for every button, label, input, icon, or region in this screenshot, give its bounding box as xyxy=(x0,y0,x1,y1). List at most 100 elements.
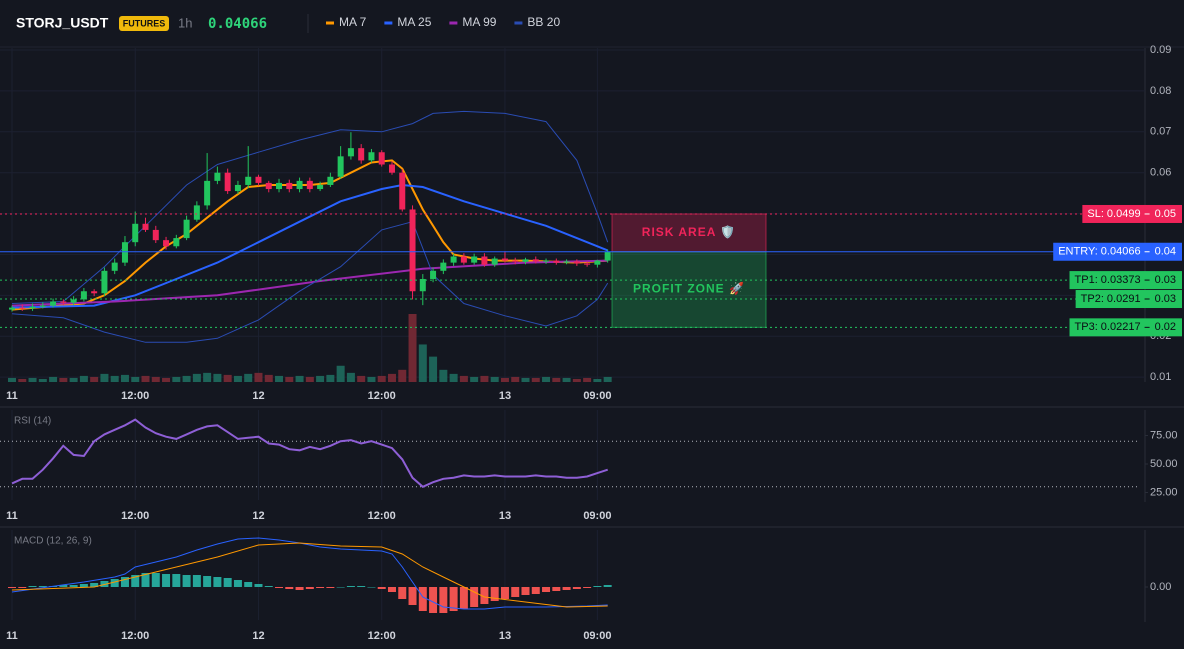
level-axis-label: 0.03 xyxy=(1155,274,1176,286)
volume-bar xyxy=(511,376,520,382)
candle-body xyxy=(501,258,508,261)
candle-body xyxy=(378,152,385,165)
level-label: SL: 0.0499 xyxy=(1087,208,1140,220)
level-axis-label: 0.04 xyxy=(1155,246,1176,258)
candle-body xyxy=(306,180,313,190)
volume-bar xyxy=(387,373,396,382)
macd-histogram-bar xyxy=(583,587,592,588)
volume-bar xyxy=(357,375,366,382)
level-label-bg xyxy=(1069,271,1182,290)
level-label: TP2: 0.0291 xyxy=(1081,293,1141,305)
macd-histogram-bar xyxy=(59,585,68,587)
candle-body xyxy=(183,219,190,239)
candle-body xyxy=(265,182,272,190)
candle-body xyxy=(532,259,539,262)
level-label-bg xyxy=(1053,242,1182,261)
macd-histogram-bar xyxy=(377,587,386,589)
candle-body xyxy=(522,259,529,262)
macd-histogram-bar xyxy=(110,579,119,587)
candle-body xyxy=(132,223,139,243)
x-tick-label: 13 xyxy=(499,510,511,522)
last-price: 0.04066 xyxy=(208,16,267,32)
macd-histogram-bar xyxy=(593,586,602,587)
volume-bar xyxy=(531,377,540,382)
macd-histogram-bar xyxy=(141,573,150,587)
bb-upper xyxy=(11,110,609,304)
candle-body xyxy=(245,176,252,185)
volume-bar xyxy=(593,378,602,382)
macd-histogram-bar xyxy=(233,580,242,587)
candle-body xyxy=(317,184,324,190)
badge: FUTURES xyxy=(123,18,166,28)
candle-body xyxy=(491,258,498,265)
x-tick-label: 12:00 xyxy=(121,510,149,522)
macd-histogram-bar xyxy=(182,575,191,587)
macd-histogram-bar xyxy=(69,585,78,587)
level-label-bg xyxy=(1069,318,1182,337)
candle-body xyxy=(594,260,601,265)
volume-bar xyxy=(490,376,499,382)
volume-bar xyxy=(367,376,376,382)
volume-bar xyxy=(141,375,150,382)
macd-histogram-bar xyxy=(500,587,509,599)
candle-body xyxy=(50,301,57,306)
candle-body xyxy=(234,184,241,192)
macd-histogram-bar xyxy=(244,582,253,587)
x-tick-label: 12:00 xyxy=(121,630,149,642)
y-tick-label: 25.00 xyxy=(1150,486,1178,498)
candle-body xyxy=(409,209,416,292)
candle-body xyxy=(450,256,457,263)
volume-bar xyxy=(69,377,78,382)
candle-body xyxy=(584,263,591,265)
volume-bar xyxy=(110,375,119,382)
level-axis-label: 0.02 xyxy=(1155,321,1176,333)
level-label-bg xyxy=(1075,290,1182,309)
volume-bar xyxy=(8,377,16,382)
zone xyxy=(611,213,767,253)
candle-body xyxy=(163,240,170,247)
macd-histogram-bar xyxy=(439,587,448,613)
badge-bg xyxy=(119,16,169,31)
candle-body xyxy=(286,182,293,190)
volume-bar xyxy=(583,377,592,382)
y-tick-label: 0.09 xyxy=(1150,44,1171,56)
volume-bar xyxy=(603,376,612,382)
volume-bar xyxy=(233,375,242,382)
macd-histogram-bar xyxy=(336,587,345,588)
y-tick-label: 0.01 xyxy=(1150,371,1171,383)
volume-bar xyxy=(336,365,345,382)
volume-bar xyxy=(480,375,489,382)
volume-bar xyxy=(172,376,181,382)
candle-body xyxy=(204,180,211,206)
candle-body xyxy=(604,251,611,261)
candle-body xyxy=(224,172,231,192)
macd-histogram-bar xyxy=(572,587,581,589)
candle-body xyxy=(440,262,447,271)
volume-bar xyxy=(295,375,304,382)
volume-bar xyxy=(408,314,417,382)
x-tick-label: 12:00 xyxy=(121,390,149,402)
macd-histogram-bar xyxy=(305,587,314,589)
candle-body xyxy=(111,262,118,271)
macd-line xyxy=(11,537,608,610)
candle-body xyxy=(29,306,36,309)
volume-bar xyxy=(244,373,253,382)
volume-bar xyxy=(264,374,273,382)
y-tick-label: 75.00 xyxy=(1150,429,1178,441)
macd-histogram-bar xyxy=(151,573,160,587)
candle-body xyxy=(471,256,478,263)
macd-histogram-bar xyxy=(429,587,438,613)
macd-histogram-bar xyxy=(316,587,325,588)
x-tick-label: 09:00 xyxy=(583,510,611,522)
volume-bar xyxy=(398,369,407,382)
candle-body xyxy=(430,270,437,279)
volume-bar xyxy=(90,376,99,382)
legend-label: BB 20 xyxy=(527,15,560,29)
level-label: TP3: 0.02217 xyxy=(1075,321,1141,333)
macd-histogram-bar xyxy=(213,577,222,587)
zone xyxy=(611,251,767,328)
legend-label: MA 7 xyxy=(339,15,367,29)
candle-body xyxy=(91,291,98,294)
candle-body xyxy=(419,278,426,292)
